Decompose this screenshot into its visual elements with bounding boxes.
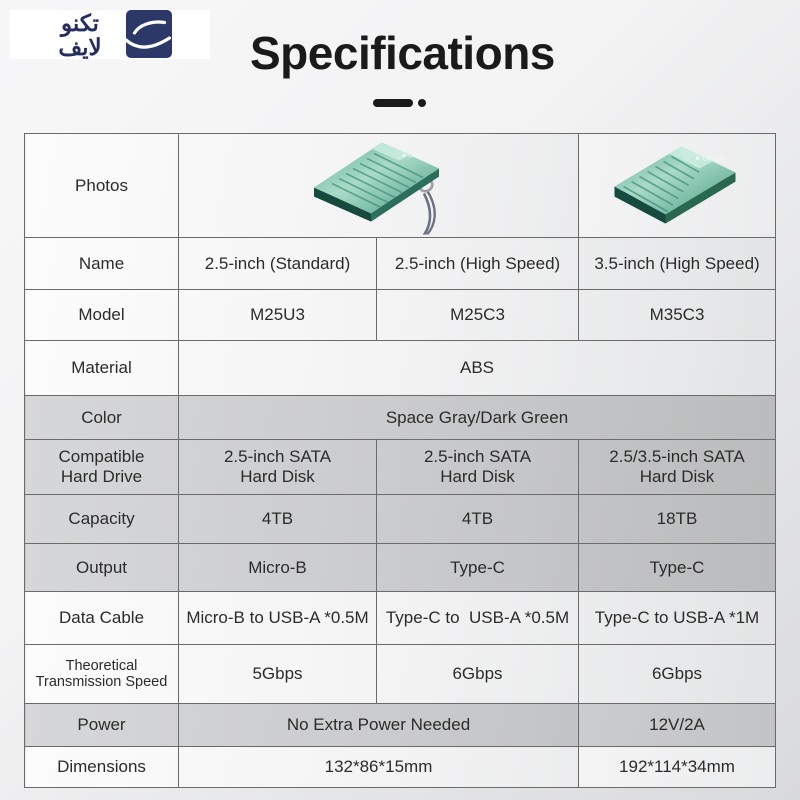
svg-text:ORICO: ORICO: [408, 154, 428, 160]
svg-text:ORICO: ORICO: [703, 155, 724, 162]
